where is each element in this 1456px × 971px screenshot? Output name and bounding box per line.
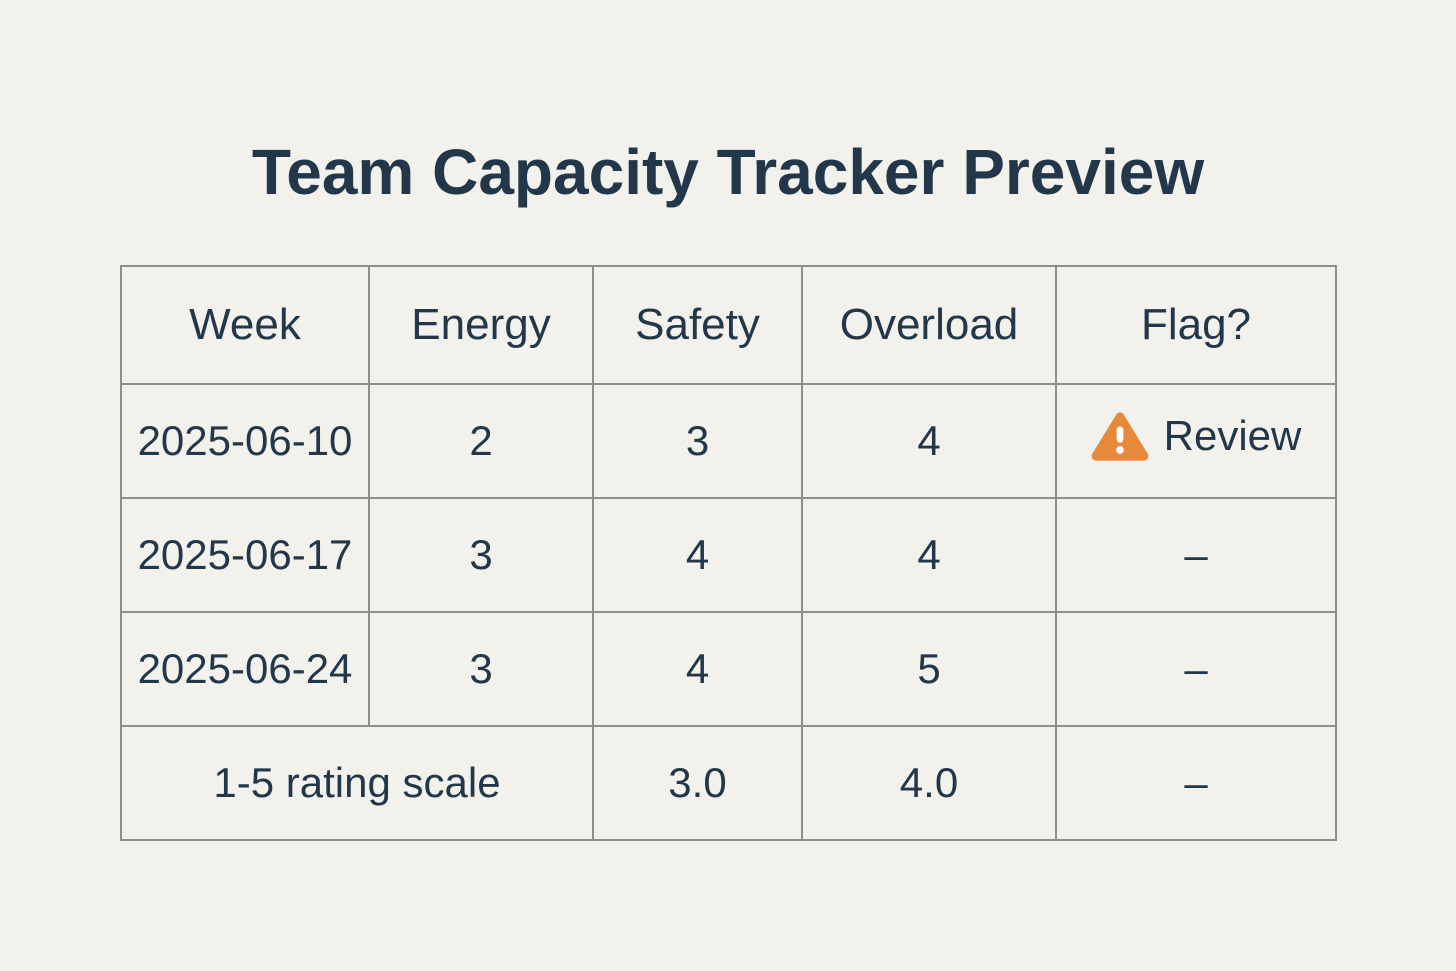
energy-cell: 3 [368,497,594,613]
footer-label-cell: 1-5 rating scale [120,725,594,841]
week-cell: 2025-06-10 [120,383,370,499]
page-title: Team Capacity Tracker Preview [251,136,1205,208]
warning-triangle-icon [1091,411,1149,461]
flag-cell: Review [1055,383,1337,499]
energy-cell: 2 [368,383,594,499]
footer-safety-cell: 3.0 [592,725,803,841]
overload-cell: 5 [801,611,1057,727]
column-header-flag: Flag? [1055,265,1337,385]
table-row: 2025-06-24 3 4 5 – [120,611,1337,727]
column-header-safety: Safety [592,265,803,385]
flag-content: Review [1091,410,1302,463]
week-cell: 2025-06-24 [120,611,370,727]
column-header-overload: Overload [801,265,1057,385]
capacity-table: Week Energy Safety Overload Flag? 2025-0… [120,265,1337,841]
footer-overload-cell: 4.0 [801,725,1057,841]
footer-row: 1-5 rating scale 3.0 4.0 – [120,725,1337,841]
flag-label: Review [1163,412,1302,459]
column-header-week: Week [120,265,370,385]
flag-cell: – [1055,611,1337,727]
footer-flag-cell: – [1055,725,1337,841]
column-header-energy: Energy [368,265,594,385]
overload-cell: 4 [801,383,1057,499]
header-row: Week Energy Safety Overload Flag? [120,265,1337,385]
week-cell: 2025-06-17 [120,497,370,613]
energy-cell: 3 [368,611,594,727]
table-row: 2025-06-17 3 4 4 – [120,497,1337,613]
safety-cell: 4 [592,497,803,613]
safety-cell: 3 [592,383,803,499]
flag-cell: – [1055,497,1337,613]
safety-cell: 4 [592,611,803,727]
table-row: 2025-06-10 2 3 4 Review [120,383,1337,499]
overload-cell: 4 [801,497,1057,613]
